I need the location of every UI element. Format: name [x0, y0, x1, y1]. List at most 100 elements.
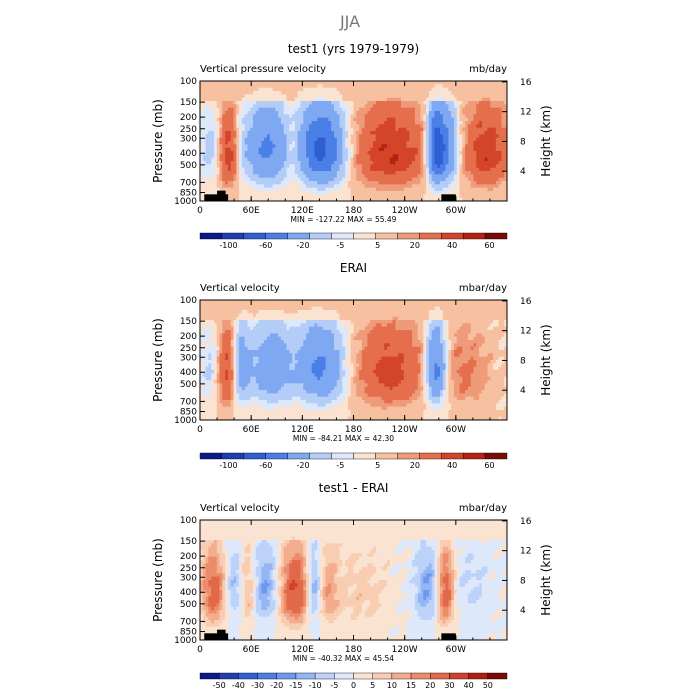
- heatmap-cell: [222, 174, 226, 179]
- heatmap-cell: [269, 127, 273, 132]
- heatmap-cell: [347, 187, 352, 192]
- heatmap-cell: [216, 151, 220, 155]
- heatmap-cell: [331, 101, 335, 105]
- heatmap-cell: [320, 124, 324, 129]
- heatmap-cell: [280, 174, 285, 179]
- heatmap-cell: [216, 177, 220, 182]
- heatmap-cell: [420, 134, 424, 139]
- heatmap-cell: [367, 154, 371, 159]
- heatmap-cell: [428, 131, 432, 135]
- colorbar-label: 60: [484, 241, 494, 250]
- heatmap-cell: [417, 131, 421, 135]
- heatmap-cell: [289, 81, 293, 85]
- heatmap-cell: [353, 320, 357, 324]
- heatmap-cell: [414, 187, 419, 192]
- heatmap-cell: [333, 104, 338, 109]
- heatmap-cell: [504, 101, 508, 105]
- heatmap-cell: [437, 181, 441, 185]
- heatmap-cell: [264, 91, 268, 95]
- heatmap-cell: [400, 124, 405, 129]
- heatmap-cell: [470, 320, 474, 324]
- heatmap-cell: [292, 144, 296, 149]
- heatmap-cell: [350, 97, 354, 102]
- heatmap-cell: [412, 107, 416, 112]
- heatmap-cell: [473, 316, 477, 321]
- heatmap-cell: [325, 184, 329, 189]
- heatmap-cell: [314, 141, 318, 145]
- heatmap-cell: [255, 177, 259, 182]
- heatmap-cell: [286, 114, 290, 119]
- heatmap-cell: [322, 310, 326, 314]
- heatmap-cell: [389, 111, 393, 115]
- heatmap-cell: [225, 177, 229, 182]
- heatmap-cell: [236, 310, 240, 314]
- heatmap-cell: [412, 303, 416, 308]
- heatmap-cell: [328, 310, 332, 314]
- heatmap-cell: [437, 164, 441, 169]
- heatmap-cell: [280, 157, 285, 162]
- heatmap-cell: [356, 124, 360, 129]
- heatmap-cell: [278, 161, 282, 165]
- heatmap-cell: [317, 151, 321, 155]
- heatmap-cell: [317, 94, 321, 99]
- heatmap-cell: [386, 177, 391, 182]
- heatmap-cell: [378, 101, 382, 105]
- heatmap-cell: [398, 84, 402, 89]
- heatmap-cell: [272, 94, 276, 99]
- heatmap-cell: [213, 177, 218, 182]
- heatmap-cell: [325, 303, 329, 308]
- heatmap-cell: [258, 141, 262, 145]
- heatmap-cell: [286, 303, 290, 308]
- heatmap-cell: [314, 107, 318, 112]
- heatmap-cell: [378, 167, 382, 172]
- heatmap-cell: [289, 151, 293, 155]
- heatmap-cell: [484, 306, 488, 311]
- heatmap-cell: [250, 81, 254, 85]
- heatmap-cell: [389, 141, 393, 145]
- heatmap-cell: [440, 323, 444, 328]
- heatmap-cell: [311, 81, 315, 85]
- heatmap-cell: [398, 320, 402, 324]
- heatmap-cell: [294, 131, 299, 135]
- heatmap-cell: [504, 81, 508, 85]
- heatmap-cell: [409, 316, 413, 321]
- heatmap-cell: [442, 316, 446, 321]
- heatmap-cell: [384, 81, 388, 85]
- heatmap-cell: [239, 84, 243, 89]
- heatmap-cell: [481, 134, 486, 139]
- heatmap-cell: [403, 154, 407, 159]
- heatmap-cell: [420, 87, 424, 92]
- heatmap-cell: [409, 313, 413, 318]
- heatmap-cell: [398, 313, 402, 318]
- colorbar-swatch: [462, 232, 486, 240]
- heatmap-cell: [476, 117, 480, 122]
- heatmap-cell: [403, 124, 407, 129]
- heatmap-cell: [230, 97, 234, 102]
- heatmap-cell: [345, 174, 349, 179]
- heatmap-cell: [470, 151, 474, 155]
- heatmap-cell: [428, 164, 432, 169]
- heatmap-cell: [211, 320, 215, 324]
- heatmap-cell: [233, 141, 237, 145]
- heatmap-cell: [317, 174, 321, 179]
- heatmap-cell: [359, 161, 363, 165]
- heatmap-cell: [200, 316, 204, 321]
- heatmap-cell: [253, 157, 257, 162]
- heatmap-cell: [440, 181, 444, 185]
- heatmap-cell: [392, 303, 396, 308]
- heatmap-cell: [227, 107, 232, 112]
- heatmap-cell: [423, 81, 427, 85]
- heatmap-cell: [403, 91, 407, 95]
- units-label: mb/day: [469, 64, 507, 75]
- heatmap-cell: [481, 323, 486, 328]
- heatmap-cell: [325, 87, 329, 92]
- heatmap-cell: [373, 164, 377, 169]
- heatmap-cell: [247, 97, 251, 102]
- heatmap-cell: [244, 147, 248, 152]
- heatmap-cell: [398, 107, 402, 112]
- heatmap-cell: [440, 111, 444, 115]
- heatmap-cell: [205, 184, 209, 189]
- heatmap-cell: [244, 104, 248, 109]
- heatmap-cell: [378, 131, 382, 135]
- heatmap-cell: [456, 154, 460, 159]
